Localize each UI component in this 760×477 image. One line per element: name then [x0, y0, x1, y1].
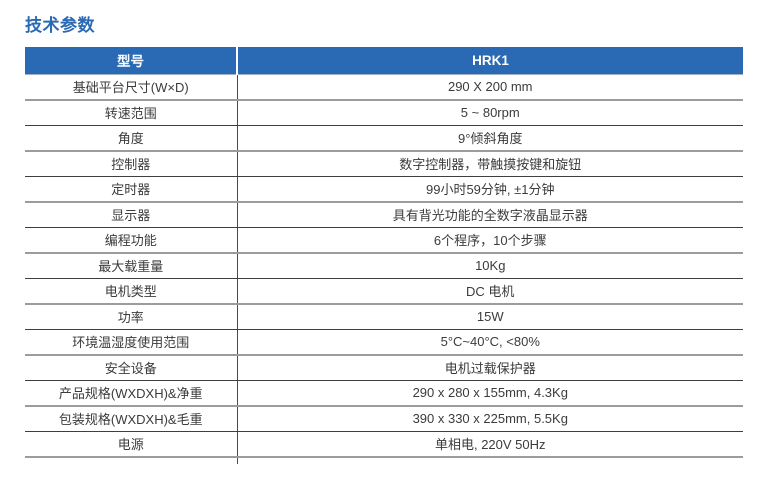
- value-cell: 9°倾斜角度: [237, 125, 743, 152]
- table-row: 电机类型 DC 电机: [25, 278, 743, 305]
- param-cell: 编程功能: [25, 227, 238, 254]
- table-row: 最大载重量 10Kg: [25, 252, 743, 279]
- table-row: 电源 单相电, 220V 50Hz: [25, 431, 743, 458]
- value-cell: 15W: [237, 303, 743, 330]
- page-title: 技术参数: [25, 16, 95, 35]
- table-row: 功率 15W: [25, 303, 743, 330]
- param-cell: 最大载重量: [25, 252, 238, 279]
- value-cell: 6个程序，10个步骤: [237, 227, 743, 254]
- value-cell: 5 ~ 80rpm: [237, 99, 743, 126]
- param-cell: 安全设备: [25, 354, 238, 381]
- table-row: 定时器 99小时59分钟, ±1分钟: [25, 176, 743, 203]
- table-row: 控制器 数字控制器，带触摸按键和旋钮: [25, 150, 743, 177]
- param-cell: 包装规格(WXDXH)&毛重: [25, 405, 238, 432]
- table-row: 环境温湿度使用范围 5°C~40°C, <80%: [25, 329, 743, 356]
- value-cell: DC 电机: [237, 278, 743, 305]
- param-cell: 基础平台尺寸(W×D): [25, 74, 238, 101]
- value-cell: 290 X 200 mm: [237, 74, 743, 101]
- table-row: 包装规格(WXDXH)&毛重 390 x 330 x 225mm, 5.5Kg: [25, 405, 743, 432]
- param-cell: 显示器: [25, 201, 238, 228]
- header-cell-model: 型号: [25, 47, 238, 75]
- header-cell-model-value: HRK1: [237, 47, 743, 75]
- param-cell: [25, 456, 238, 464]
- value-cell: 具有背光功能的全数字液晶显示器: [237, 201, 743, 228]
- value-cell: 单相电, 220V 50Hz: [237, 431, 743, 458]
- table-row: 产品规格(WXDXH)&净重 290 x 280 x 155mm, 4.3Kg: [25, 380, 743, 407]
- value-cell: 10Kg: [237, 252, 743, 279]
- param-cell: 环境温湿度使用范围: [25, 329, 238, 356]
- param-cell: 电源: [25, 431, 238, 458]
- param-cell: 定时器: [25, 176, 238, 203]
- value-cell: 5°C~40°C, <80%: [237, 329, 743, 356]
- table-row: 角度 9°倾斜角度: [25, 125, 743, 152]
- value-cell: 数字控制器，带触摸按键和旋钮: [237, 150, 743, 177]
- param-cell: 转速范围: [25, 99, 238, 126]
- value-cell: 电机过载保护器: [237, 354, 743, 381]
- header-row: 型号 HRK1: [25, 47, 743, 75]
- spec-table: 型号 HRK1 基础平台尺寸(W×D) 290 X 200 mm 转速范围 5 …: [25, 47, 743, 464]
- table-row: 安全设备 电机过载保护器: [25, 354, 743, 381]
- param-cell: 功率: [25, 303, 238, 330]
- table-row: 编程功能 6个程序，10个步骤: [25, 227, 743, 254]
- table-row: 基础平台尺寸(W×D) 290 X 200 mm: [25, 74, 743, 101]
- param-cell: 角度: [25, 125, 238, 152]
- value-cell: 390 x 330 x 225mm, 5.5Kg: [237, 405, 743, 432]
- table-row: 转速范围 5 ~ 80rpm: [25, 99, 743, 126]
- partial-cutoff-row: [25, 456, 743, 464]
- spec-sheet: 技术参数 型号 HRK1 基础平台尺寸(W×D) 290 X 200 mm 转速…: [25, 16, 743, 464]
- param-cell: 控制器: [25, 150, 238, 177]
- value-cell: 99小时59分钟, ±1分钟: [237, 176, 743, 203]
- value-cell: 290 x 280 x 155mm, 4.3Kg: [237, 380, 743, 407]
- value-cell: [237, 457, 743, 464]
- param-cell: 电机类型: [25, 278, 238, 305]
- table-row: 显示器 具有背光功能的全数字液晶显示器: [25, 201, 743, 228]
- param-cell: 产品规格(WXDXH)&净重: [25, 380, 238, 407]
